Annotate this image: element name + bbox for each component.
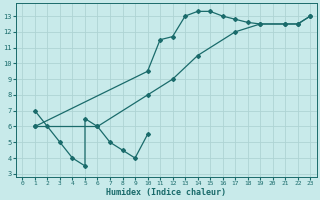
X-axis label: Humidex (Indice chaleur): Humidex (Indice chaleur) — [106, 188, 226, 197]
